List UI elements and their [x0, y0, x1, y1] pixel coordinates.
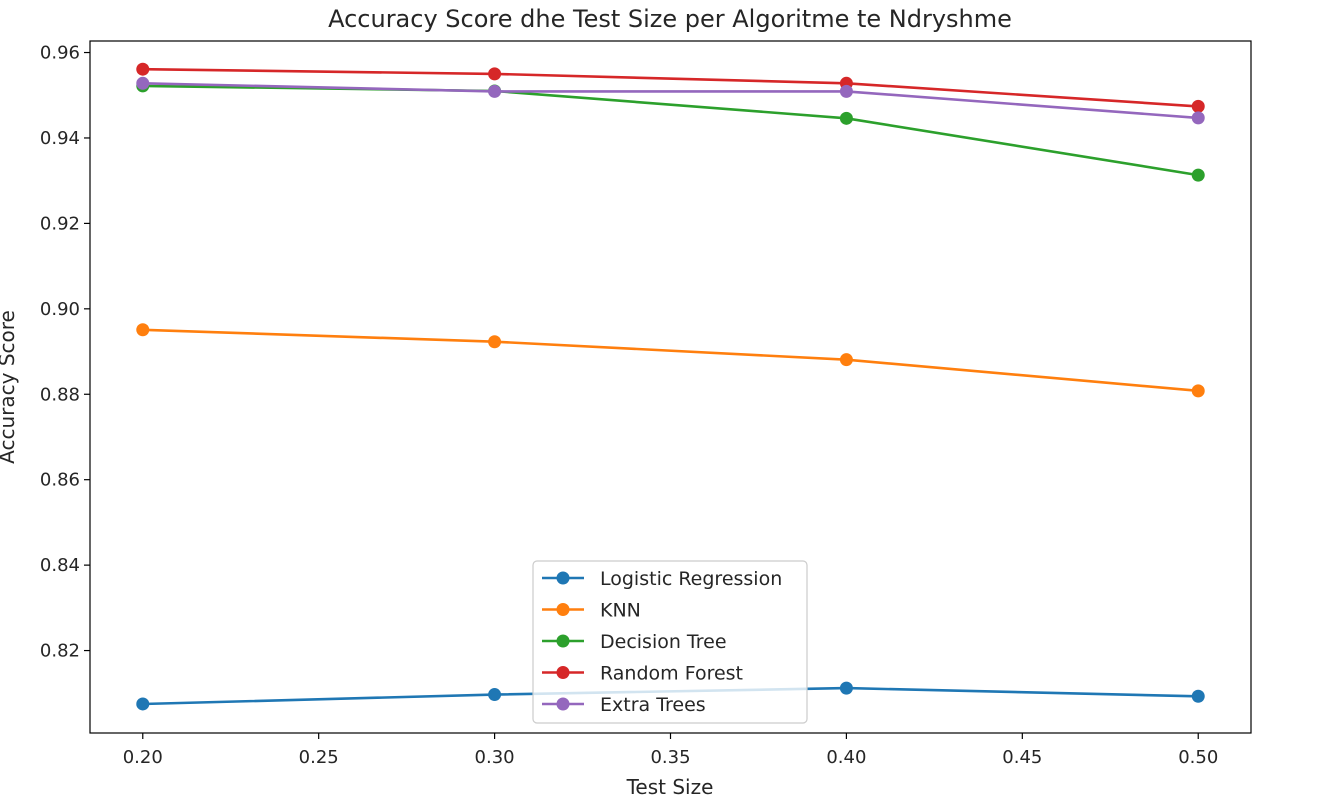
y-axis-label: Accuracy Score — [0, 310, 19, 464]
legend-item: Logistic Regression — [542, 568, 782, 590]
data-point-random-forest — [136, 62, 150, 76]
data-point-decision-tree — [839, 111, 853, 125]
series-line-random-forest — [142, 67, 1199, 108]
data-point-logistic-regression — [839, 681, 853, 695]
x-tick-label: 0.30 — [475, 747, 515, 768]
y-axis: 0.82 0.84 0.86 0.88 0.90 0.92 0.94 0.96 — [40, 43, 90, 662]
data-point-logistic-regression — [488, 688, 502, 702]
x-axis: 0.20 0.25 0.30 0.35 0.40 0.45 0.50 — [123, 733, 1218, 768]
legend: Logistic Regression KNN Decision Tree Rando… — [532, 560, 808, 724]
y-tick-label: 0.84 — [40, 555, 80, 576]
legend-swatch-marker — [556, 697, 570, 711]
data-point-logistic-regression — [1191, 689, 1205, 703]
x-tick-label: 0.50 — [1178, 747, 1218, 768]
series-layer — [136, 62, 1205, 711]
data-point-logistic-regression — [136, 697, 150, 711]
legend-label: Logistic Regression — [600, 568, 782, 590]
x-tick-label: 0.40 — [826, 747, 866, 768]
series-decision-tree — [136, 79, 1205, 182]
legend-item: Extra Trees — [542, 694, 706, 716]
data-point-extra-trees — [488, 84, 502, 98]
y-tick-label: 0.90 — [40, 299, 80, 320]
data-point-knn — [1191, 384, 1205, 398]
data-point-knn — [839, 353, 853, 367]
x-tick-label: 0.45 — [1002, 747, 1042, 768]
legend-item: KNN — [542, 600, 641, 622]
legend-box — [532, 560, 808, 724]
series-extra-trees — [136, 76, 1205, 125]
legend-label: Decision Tree — [600, 631, 727, 653]
legend-label: Random Forest — [600, 663, 743, 685]
data-point-random-forest — [488, 67, 502, 81]
y-tick-label: 0.96 — [40, 43, 80, 64]
series-line-extra-trees — [142, 82, 1199, 120]
series-line-decision-tree — [142, 84, 1199, 177]
chart-title: Accuracy Score dhe Test Size per Algorit… — [328, 5, 1012, 33]
data-point-extra-trees — [839, 84, 853, 98]
x-tick-label: 0.20 — [123, 747, 163, 768]
y-tick-label: 0.92 — [40, 213, 80, 234]
y-tick-label: 0.88 — [40, 384, 80, 405]
x-tick-label: 0.25 — [299, 747, 339, 768]
data-point-extra-trees — [1191, 111, 1205, 125]
legend-swatch-marker — [556, 571, 570, 585]
x-tick-label: 0.35 — [650, 747, 690, 768]
x-axis-label: Test Size — [626, 775, 714, 799]
y-tick-label: 0.94 — [40, 128, 80, 149]
legend-label: Extra Trees — [600, 694, 706, 716]
legend-item: Random Forest — [542, 663, 743, 685]
legend-swatch-marker — [556, 603, 570, 616]
data-point-knn — [488, 335, 502, 349]
y-tick-label: 0.82 — [40, 641, 80, 662]
legend-label: KNN — [600, 600, 641, 622]
data-point-random-forest — [1191, 99, 1205, 113]
series-knn — [136, 323, 1205, 398]
legend-item: Decision Tree — [542, 631, 727, 653]
data-point-extra-trees — [136, 76, 150, 90]
y-tick-label: 0.86 — [40, 470, 80, 491]
data-point-knn — [136, 323, 150, 337]
series-line-knn — [142, 328, 1199, 393]
data-point-decision-tree — [1191, 168, 1205, 182]
legend-swatch-marker — [556, 666, 570, 679]
legend-swatch-marker — [556, 634, 570, 648]
